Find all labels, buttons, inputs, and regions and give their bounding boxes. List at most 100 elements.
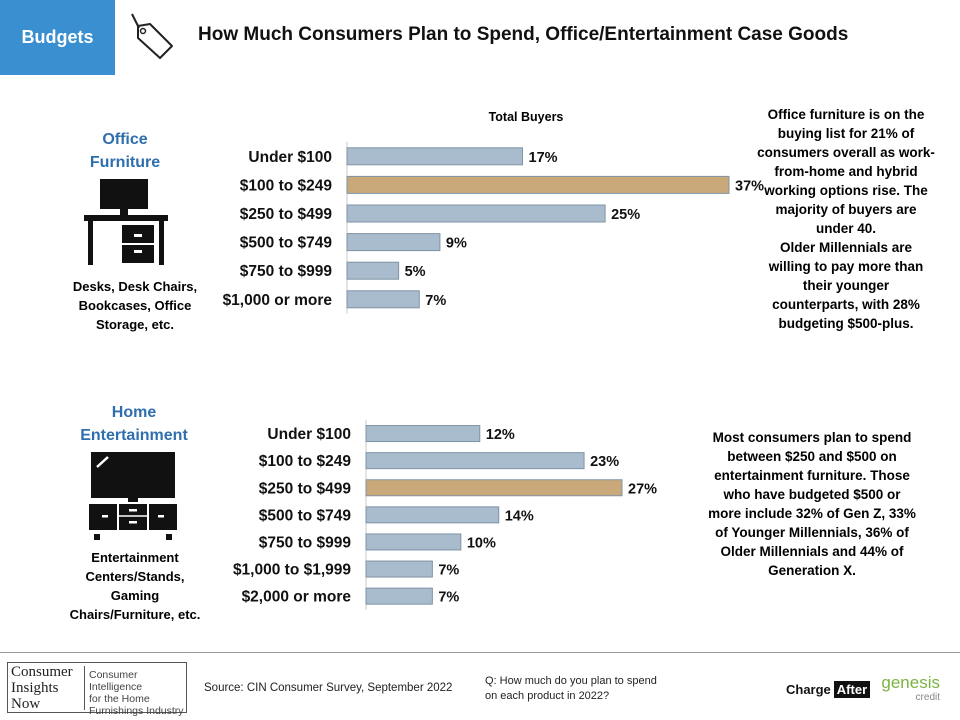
- note-line: Older Millennials are: [779, 240, 913, 255]
- value-label: 5%: [405, 264, 426, 280]
- note-line: counterparts, with 28%: [772, 297, 920, 312]
- source-note: Source: CIN Consumer Survey, September 2…: [204, 682, 453, 694]
- category-label: $750 to $999: [259, 534, 352, 551]
- note-line: of Younger Millennials, 36% of: [715, 525, 909, 540]
- category-label: $750 to $999: [240, 263, 333, 280]
- entertainment-title-line: Entertainment: [80, 427, 188, 444]
- survey-question: Q: How much do you plan to spend on each…: [485, 674, 695, 704]
- entertainment-title-line: Home: [111, 404, 157, 421]
- bar: [365, 587, 433, 605]
- chargeafter-logo-text: Charge: [786, 681, 831, 697]
- category-label: $100 to $249: [240, 177, 333, 194]
- genesis-logo-text: credit: [915, 692, 940, 703]
- note-line: majority of buyers are: [775, 202, 917, 217]
- note-line: more include 32% of Gen Z, 33%: [708, 506, 916, 521]
- entertainment-insight-note: Most consumers plan to spend between $250…: [692, 428, 932, 580]
- logo-tagline-line: Consumer Intelligence: [89, 669, 143, 693]
- value-label: 12%: [486, 427, 515, 443]
- bar: [346, 233, 441, 252]
- genesis-logo-text: genesis: [881, 673, 940, 692]
- bar: [346, 261, 400, 280]
- value-label: 7%: [438, 590, 459, 606]
- footer-divider: [0, 652, 960, 653]
- logo-divider: [84, 666, 85, 710]
- question-line: on each product in 2022?: [485, 690, 610, 702]
- value-label: 7%: [438, 563, 459, 579]
- desk-icon: [84, 179, 168, 265]
- caption-line: Gaming: [110, 588, 160, 603]
- caption-line: Chairs/Furniture, etc.: [69, 607, 201, 622]
- bar: [365, 560, 433, 578]
- note-line: from-home and hybrid: [774, 164, 918, 179]
- category-label: $250 to $499: [259, 480, 352, 497]
- category-label: $1,000 to $1,999: [233, 562, 351, 579]
- logo-name-line: Insights: [11, 680, 59, 696]
- bar: [365, 506, 500, 524]
- value-label: 25%: [611, 207, 640, 223]
- chart-header: Total Buyers: [489, 110, 564, 124]
- entertainment-caption: Entertainment Centers/Stands, Gaming Cha…: [50, 548, 220, 624]
- price-tag-icon: [131, 13, 173, 59]
- note-line: Generation X.: [768, 563, 856, 578]
- office-section-title: Office Furniture: [70, 128, 180, 174]
- bar: [365, 479, 623, 497]
- entertainment-section-title: Home Entertainment: [64, 401, 204, 447]
- note-line: buying list for 21% of: [777, 126, 915, 141]
- office-insight-note: Office furniture is on the buying list fo…: [746, 105, 946, 333]
- genesis-credit-logo: genesis credit: [874, 673, 940, 704]
- caption-line: Storage, etc.: [95, 317, 175, 332]
- category-label: Under $100: [267, 426, 351, 443]
- caption-line: Entertainment: [91, 550, 179, 565]
- section-badge: Budgets: [0, 0, 115, 75]
- bar: [346, 204, 606, 223]
- note-line: who have budgeted $500 or: [723, 487, 901, 502]
- cin-logo-name: Consumer Insights Now: [11, 664, 83, 712]
- caption-line: Centers/Stands,: [85, 569, 185, 584]
- note-line: Most consumers plan to spend: [712, 430, 912, 445]
- bar: [365, 452, 585, 470]
- office-title-line: Office: [102, 131, 148, 148]
- value-label: 10%: [467, 535, 496, 551]
- category-label: $500 to $749: [259, 507, 352, 524]
- value-label: 23%: [590, 454, 619, 470]
- note-line: under 40.: [815, 221, 877, 236]
- bar: [346, 147, 524, 166]
- bar: [365, 533, 462, 551]
- value-label: 14%: [505, 508, 534, 524]
- category-label: $250 to $499: [240, 206, 333, 223]
- tv-stand-icon: [89, 452, 177, 540]
- note-line: Older Millennials and 44% of: [720, 544, 904, 559]
- category-label: $2,000 or more: [242, 589, 352, 606]
- logo-name-line: Consumer: [11, 664, 73, 680]
- note-line: budgeting $500-plus.: [778, 316, 914, 331]
- logo-name-line: Now: [11, 696, 41, 712]
- logo-tagline-line: Furnishings Industry: [89, 705, 184, 717]
- bar: [346, 175, 730, 194]
- bar: [365, 425, 481, 443]
- office-budget-chart: Total Buyers Under $100 17% $100 to $249 37%…: [223, 110, 764, 314]
- question-line: Q: How much do you plan to spend: [485, 675, 657, 687]
- note-line: willing to pay more than: [768, 259, 924, 274]
- office-title-line: Furniture: [89, 154, 161, 171]
- bar: [346, 290, 420, 309]
- note-line: consumers overall as work-: [757, 145, 935, 160]
- note-line: their younger: [802, 278, 890, 293]
- entertainment-budget-chart: Under $100 12% $100 to $249 23% $250 to $499…: [233, 420, 657, 610]
- category-label: $500 to $749: [240, 235, 333, 252]
- page-title: How Much Consumers Plan to Spend, Office…: [198, 24, 849, 45]
- note-line: Office furniture is on the: [767, 107, 925, 122]
- category-label: Under $100: [248, 149, 332, 166]
- category-label: $1,000 or more: [223, 292, 333, 309]
- cin-logo: Consumer Insights Now Consumer Intellige…: [7, 662, 187, 717]
- note-line: working options rise. The: [764, 183, 928, 198]
- value-label: 27%: [628, 481, 657, 497]
- value-label: 37%: [735, 178, 764, 194]
- office-caption: Desks, Desk Chairs, Bookcases, Office St…: [50, 277, 220, 334]
- chargeafter-logo-text: After: [833, 680, 871, 698]
- value-label: 9%: [446, 236, 467, 252]
- note-line: between $250 and $500 on: [727, 449, 897, 464]
- category-label: $100 to $249: [259, 453, 352, 470]
- caption-line: Desks, Desk Chairs,: [72, 279, 198, 294]
- value-label: 7%: [425, 293, 446, 309]
